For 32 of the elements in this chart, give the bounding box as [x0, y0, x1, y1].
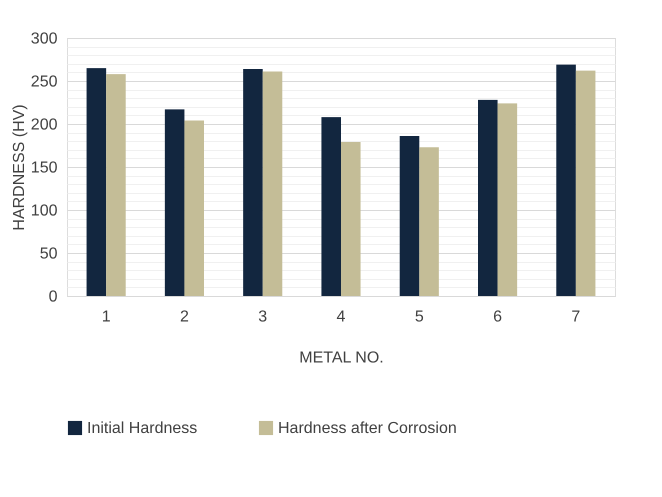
y-tick-label: 0 — [48, 288, 58, 306]
bar — [400, 136, 420, 296]
bar — [321, 117, 341, 296]
x-tick-label: 3 — [258, 308, 268, 326]
bar — [262, 72, 282, 296]
x-tick-label: 5 — [414, 308, 424, 326]
bar — [106, 74, 126, 296]
x-axis-title: METAL NO. — [299, 350, 384, 366]
y-tick-label: 250 — [30, 74, 58, 90]
x-tick-label: 4 — [336, 308, 346, 326]
bar — [576, 70, 596, 296]
bar — [164, 109, 184, 296]
bar — [341, 142, 361, 296]
legend-label: Hardness after Corrosion — [278, 420, 457, 437]
bar — [498, 103, 518, 296]
bar — [86, 68, 106, 296]
y-tick-label: 150 — [30, 160, 58, 176]
y-tick-label: 300 — [30, 30, 58, 48]
bar — [478, 100, 498, 296]
y-tick-label: 50 — [40, 246, 58, 262]
x-tick-label: 1 — [102, 308, 111, 326]
bar — [556, 64, 576, 296]
bar — [419, 147, 439, 296]
x-tick-label: 6 — [493, 308, 502, 326]
y-tick-label: 200 — [30, 116, 58, 134]
x-tick-label: 2 — [180, 308, 189, 326]
bar — [243, 68, 263, 296]
x-tick-label: 7 — [571, 308, 580, 326]
bar — [184, 120, 204, 296]
y-tick-label: 100 — [30, 202, 58, 220]
legend-label: Initial Hardness — [87, 420, 198, 437]
y-axis-title: HARDNESS (HV) — [10, 104, 28, 231]
